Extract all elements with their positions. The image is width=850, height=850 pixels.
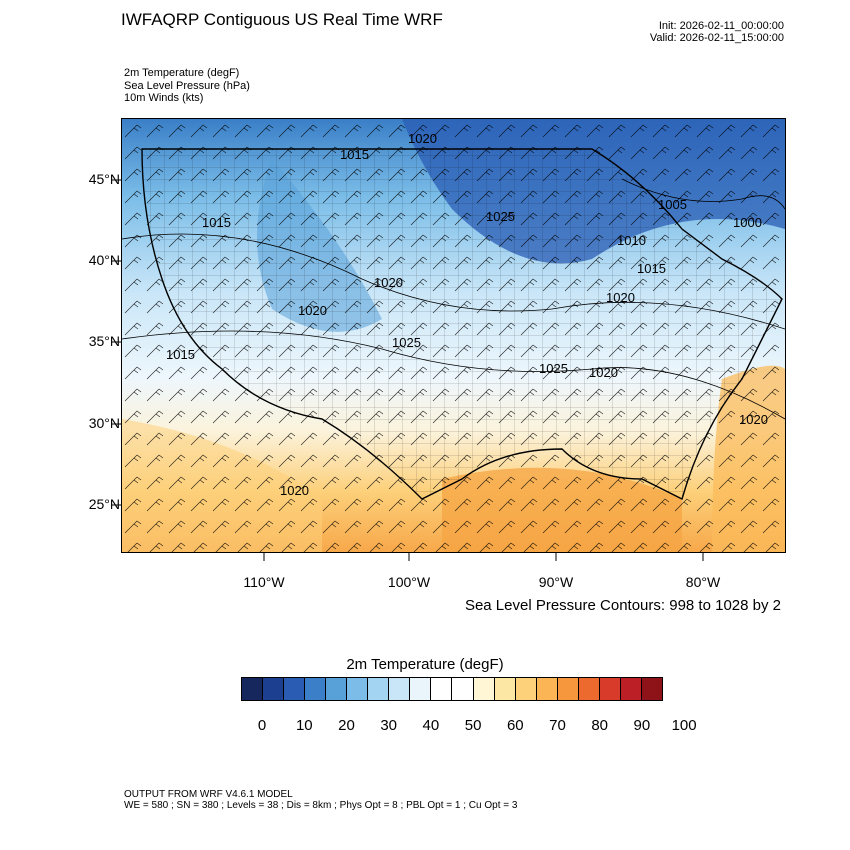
colorbar-tick-label: 30: [380, 717, 398, 734]
pressure-label: 1005: [658, 197, 687, 212]
lon-label-110w: 110°W: [243, 574, 285, 590]
pressure-label: 1000: [733, 215, 762, 230]
pressure-label: 1015: [202, 215, 231, 230]
colorbar-tick-label: 10: [295, 717, 313, 734]
lat-label-30n: 30°N: [88, 415, 120, 431]
colorbar-swatch: [431, 678, 453, 700]
contour-note: Sea Level Pressure Contours: 998 to 1028…: [464, 597, 781, 614]
colorbar-swatch: [452, 678, 474, 700]
colorbar-swatch: [578, 678, 600, 700]
isobar: [621, 178, 785, 210]
lon-label-80w: 80°W: [685, 574, 721, 590]
footer-model: OUTPUT FROM WRF V4.6.1 MODEL: [124, 789, 293, 800]
colorbar-swatch: [473, 678, 495, 700]
colorbar-swatch: [515, 678, 537, 700]
isobar: [122, 233, 785, 330]
colorbar-tick-label: 100: [671, 717, 697, 734]
colorbar-swatch: [347, 678, 369, 700]
wind-barbs: [122, 119, 785, 552]
isobar: [122, 330, 785, 420]
colorbar-swatch: [620, 678, 642, 700]
pressure-label: 1015: [166, 347, 195, 362]
init-time: Init: 2026-02-11_00:00:00: [658, 20, 784, 32]
colorbar-tick-label: 0: [257, 717, 267, 734]
model-footer: OUTPUT FROM WRF V4.6.1 MODEL WE = 580 ; …: [124, 789, 517, 811]
colorbar-tick-label: 50: [464, 717, 482, 734]
pressure-label: 1020: [374, 275, 403, 290]
colorbar-swatch: [326, 678, 348, 700]
pressure-label: 1020: [280, 483, 309, 498]
colorbar-swatch: [641, 678, 662, 700]
colorbar-tick-label: 90: [633, 717, 651, 734]
colorbar-tick-label: 20: [338, 717, 355, 734]
plot-title: IWFAQRP Contiguous US Real Time WRF: [121, 10, 443, 29]
colorbar-tick-label: 60: [506, 717, 524, 734]
pressure-label: 1025: [486, 209, 515, 224]
pressure-label: 1015: [340, 147, 369, 162]
field-winds: 10m Winds (kts): [124, 92, 204, 104]
init-valid-times: Init: 2026-02-11_00:00:00 Valid: 2026-02…: [650, 20, 784, 44]
lat-label-35n: 35°N: [88, 333, 120, 349]
colorbar-swatch: [305, 678, 327, 700]
pressure-label: 1025: [539, 361, 568, 376]
map-canvas: 1020 1015 1015 1025 1005 1000 1010 1015 …: [122, 119, 785, 552]
colorbar-swatch: [368, 678, 390, 700]
field-pressure: Sea Level Pressure (hPa): [124, 79, 250, 92]
colorbar-title: 2m Temperature (degF): [346, 656, 504, 673]
pressure-label: 1020: [589, 365, 618, 380]
pressure-label: 1025: [392, 335, 421, 350]
pressure-label: 1010: [617, 233, 646, 248]
footer-config: WE = 580 ; SN = 380 ; Levels = 38 ; Dis …: [124, 800, 518, 811]
valid-time: Valid: 2026-02-11_15:00:00: [649, 32, 784, 44]
colorbar-swatch: [557, 678, 579, 700]
colorbar-swatch: [263, 678, 285, 700]
lat-label-45n: 45°N: [88, 171, 120, 187]
colorbar-swatch: [599, 678, 621, 700]
pressure-label: 1020: [606, 290, 635, 305]
lon-label-100w: 100°W: [387, 574, 431, 590]
field-list: 2m Temperature (degF) Sea Level Pressure…: [124, 67, 250, 105]
colorbar-tick-label: 80: [591, 717, 609, 734]
colorbar-swatch: [494, 678, 516, 700]
lat-label-40n: 40°N: [88, 252, 120, 268]
colorbar: [241, 677, 663, 701]
weather-map: 1020 1015 1015 1025 1005 1000 1010 1015 …: [121, 118, 786, 553]
pressure-labels: 1020 1015 1015 1025 1005 1000 1010 1015 …: [166, 131, 768, 498]
pressure-label: 1020: [739, 412, 768, 427]
colorbar-swatch: [242, 678, 264, 700]
colorbar-tick-label: 40: [422, 717, 440, 734]
colorbar-tick-label: 70: [549, 717, 566, 734]
pressure-label: 1020: [408, 131, 437, 146]
colorbar-swatch: [389, 678, 411, 700]
colorbar-swatch: [410, 678, 432, 700]
field-temperature: 2m Temperature (degF): [124, 67, 240, 79]
pressure-label: 1020: [298, 303, 327, 318]
lat-label-25n: 25°N: [88, 496, 120, 512]
pressure-label: 1015: [637, 261, 666, 276]
colorbar-swatch: [284, 678, 306, 700]
colorbar-swatch: [536, 678, 558, 700]
lon-label-90w: 90°W: [538, 574, 574, 590]
